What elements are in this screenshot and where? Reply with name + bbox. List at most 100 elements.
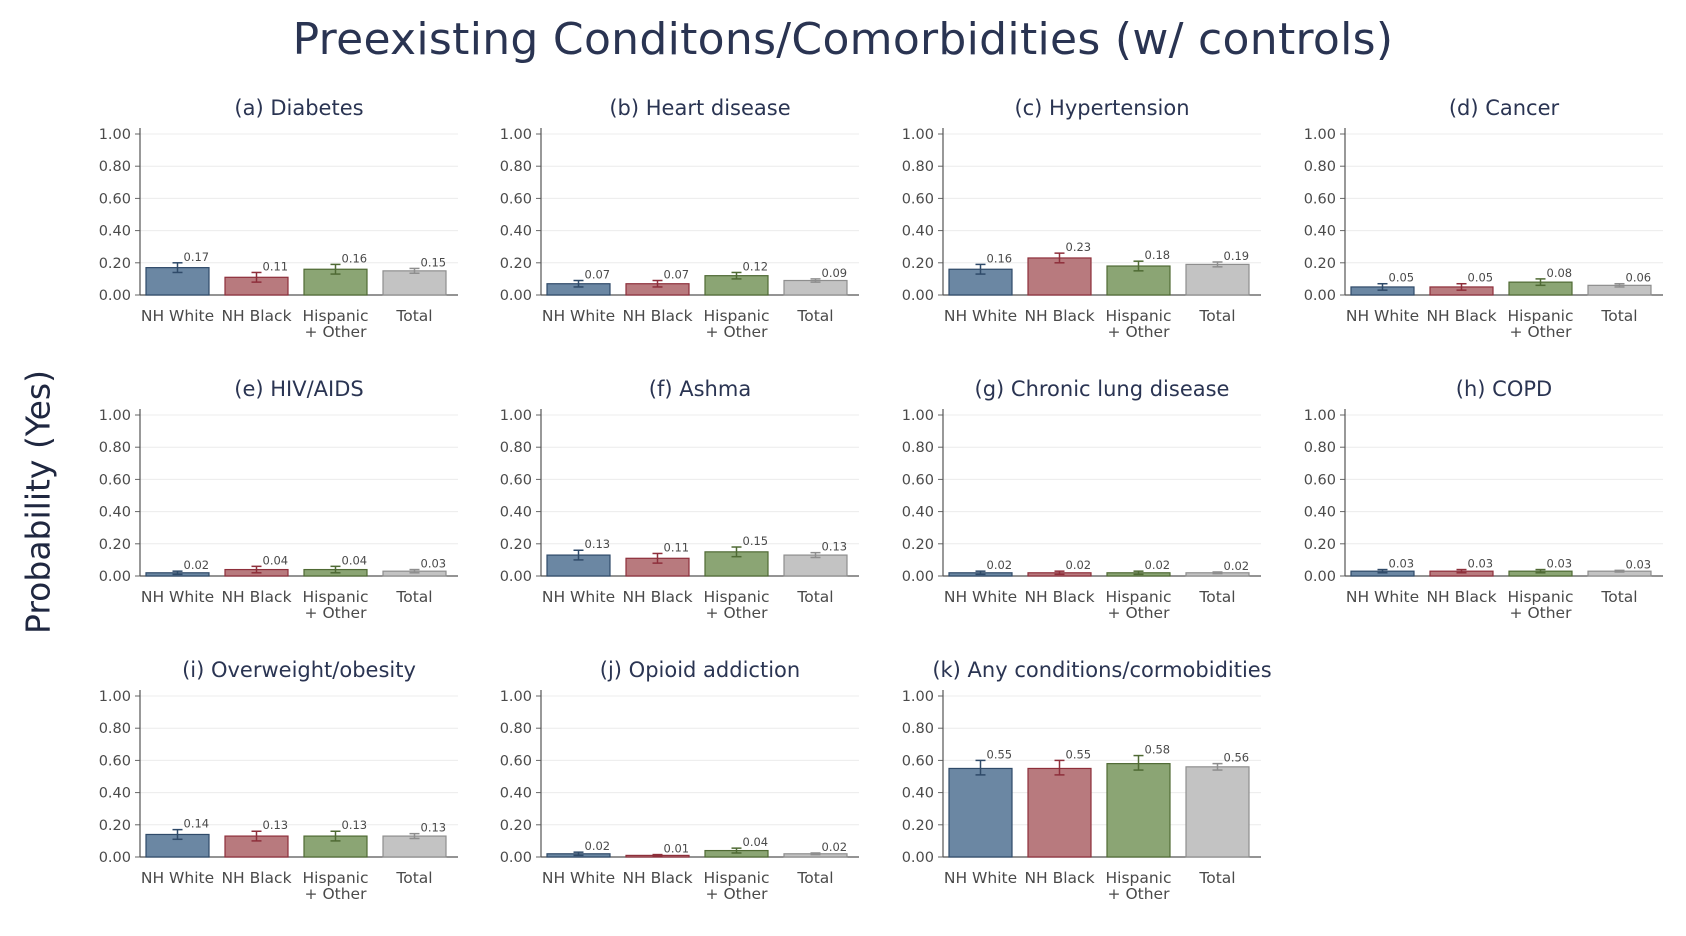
x-tick-label: Total [796, 869, 833, 887]
y-tick-label: 0.40 [902, 224, 934, 240]
data-label: 0.03 [1389, 557, 1415, 571]
x-tick-label: NH White [542, 588, 615, 606]
panel-2: (b) Heart disease 0.00 0.20 0.40 0.60 0.80 1.0… [500, 96, 859, 341]
x-tick-label: NH White [944, 588, 1017, 606]
panel-7: (g) Chronic lung disease 0.00 0.20 0.40 0.60… [902, 377, 1261, 622]
x-tick-label-cont: + Other [706, 885, 769, 903]
x-tick-label: Hispanic [1105, 307, 1171, 325]
y-tick-label: 0.20 [99, 537, 131, 553]
x-tick-label-cont: + Other [305, 604, 368, 622]
y-tick-label: 0.00 [99, 288, 131, 304]
y-tick-label: 0.80 [500, 159, 532, 175]
data-label: 0.13 [263, 818, 289, 832]
y-tick-label: 0.60 [902, 191, 934, 207]
data-label: 0.13 [585, 537, 611, 551]
panel-10: (j) Opioid addiction 0.00 0.20 0.40 0.60 0.80… [500, 658, 859, 903]
x-tick-label: NH Black [1024, 588, 1094, 606]
x-tick-label: NH Black [622, 869, 692, 887]
y-tick-label: 0.80 [902, 721, 934, 737]
panel-title: (g) Chronic lung disease [975, 377, 1230, 401]
y-tick-label: 0.80 [99, 721, 131, 737]
y-tick-label: 1.00 [902, 408, 934, 424]
y-tick-label: 0.80 [99, 159, 131, 175]
data-label: 0.05 [1468, 271, 1494, 285]
x-tick-label: Total [796, 307, 833, 325]
y-tick-label: 0.00 [902, 569, 934, 585]
y-tick-label: 0.00 [1304, 288, 1336, 304]
x-tick-label: NH White [944, 869, 1017, 887]
panel-title: (c) Hypertension [1014, 96, 1189, 120]
data-label: 0.07 [664, 268, 690, 282]
data-label: 0.01 [664, 842, 690, 856]
y-tick-label: 0.20 [99, 256, 131, 272]
x-tick-label: Hispanic [302, 588, 368, 606]
x-tick-label: Total [1198, 588, 1235, 606]
data-label: 0.09 [822, 266, 848, 280]
y-tick-label: 0.80 [99, 440, 131, 456]
panel-4: (d) Cancer 0.00 0.20 0.40 0.60 0.80 1.00 0.05 NH… [1304, 96, 1663, 341]
x-tick-label-cont: + Other [1108, 323, 1171, 341]
panel-title: (a) Diabetes [234, 96, 363, 120]
data-label: 0.03 [1547, 557, 1573, 571]
x-tick-label: Total [1600, 307, 1637, 325]
x-tick-label: NH Black [1024, 869, 1094, 887]
y-tick-label: 0.80 [1304, 440, 1336, 456]
y-tick-label: 1.00 [500, 408, 532, 424]
x-tick-label: NH White [141, 588, 214, 606]
data-label: 0.02 [585, 839, 611, 853]
x-tick-label-cont: + Other [1108, 604, 1171, 622]
y-tick-label: 0.60 [1304, 472, 1336, 488]
data-label: 0.15 [743, 534, 769, 548]
x-tick-label: NH White [1346, 307, 1419, 325]
y-tick-label: 0.20 [902, 537, 934, 553]
x-tick-label-cont: + Other [1108, 885, 1171, 903]
x-tick-label: NH White [141, 307, 214, 325]
y-tick-label: 0.60 [99, 191, 131, 207]
y-tick-label: 0.00 [99, 850, 131, 866]
bar [1027, 767, 1092, 858]
x-tick-label: NH Black [1426, 307, 1496, 325]
x-tick-label: Hispanic [1105, 869, 1171, 887]
data-label: 0.11 [263, 259, 289, 273]
y-tick-label: 0.20 [1304, 256, 1336, 272]
data-label: 0.56 [1224, 751, 1250, 765]
x-tick-label: Hispanic [1507, 588, 1573, 606]
panel-3: (c) Hypertension 0.00 0.20 0.40 0.60 0.80 1.00… [902, 96, 1261, 341]
x-tick-label: Hispanic [302, 869, 368, 887]
bar [145, 267, 210, 296]
y-tick-label: 0.00 [500, 288, 532, 304]
y-tick-label: 0.80 [500, 440, 532, 456]
y-tick-label: 0.80 [902, 440, 934, 456]
y-tick-label: 0.00 [1304, 569, 1336, 585]
data-label: 0.07 [585, 268, 611, 282]
y-tick-label: 0.60 [99, 753, 131, 769]
data-label: 0.05 [1389, 271, 1415, 285]
y-tick-label: 1.00 [902, 127, 934, 143]
x-tick-label: NH White [542, 307, 615, 325]
y-tick-label: 0.40 [1304, 224, 1336, 240]
panel-6: (f) Ashma 0.00 0.20 0.40 0.60 0.80 1.00 0.13 NH … [500, 377, 859, 622]
y-tick-label: 0.20 [902, 818, 934, 834]
x-tick-label: Hispanic [1507, 307, 1573, 325]
data-label: 0.08 [1547, 266, 1573, 280]
data-label: 0.19 [1224, 249, 1250, 263]
x-tick-label: Total [1198, 307, 1235, 325]
x-tick-label-cont: + Other [305, 885, 368, 903]
x-tick-label: NH Black [622, 307, 692, 325]
panel-title: (h) COPD [1456, 377, 1552, 401]
panel-title: (b) Heart disease [609, 96, 790, 120]
x-tick-label: Total [395, 869, 432, 887]
data-label: 0.04 [342, 553, 368, 567]
data-label: 0.02 [1145, 558, 1171, 572]
y-tick-label: 0.00 [902, 850, 934, 866]
data-label: 0.55 [987, 747, 1013, 761]
data-label: 0.18 [1145, 248, 1171, 262]
bar [948, 767, 1013, 858]
x-tick-label: Total [1198, 869, 1235, 887]
data-label: 0.13 [342, 818, 368, 832]
y-tick-label: 1.00 [500, 127, 532, 143]
data-label: 0.16 [342, 251, 368, 265]
data-label: 0.02 [184, 558, 210, 572]
panel-title: (d) Cancer [1449, 96, 1560, 120]
